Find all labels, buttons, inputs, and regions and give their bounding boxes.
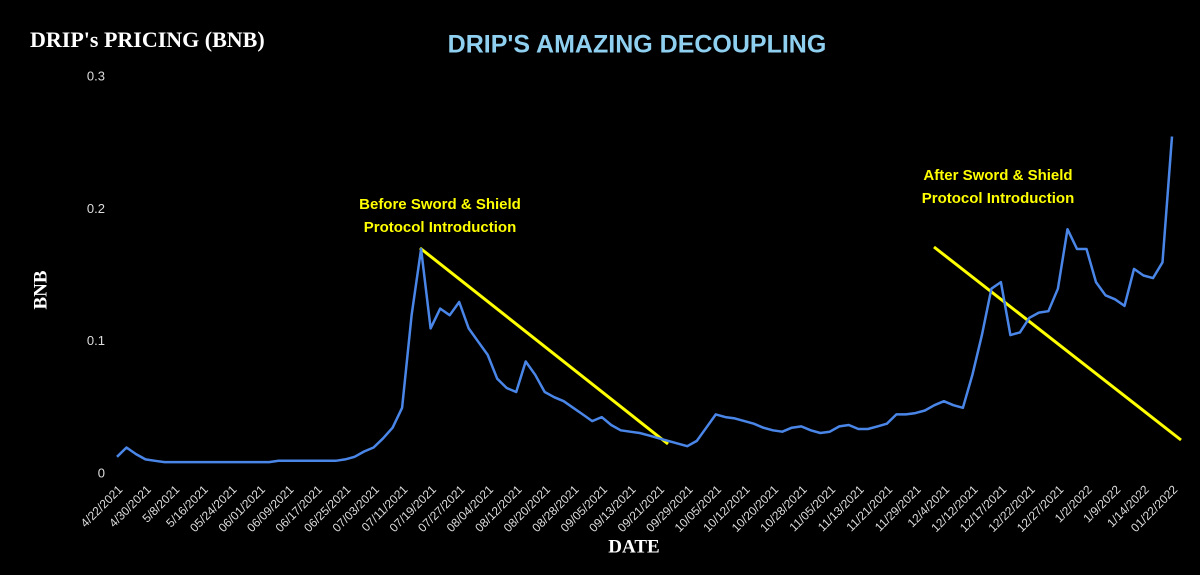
chart-title: DRIP'S AMAZING DECOUPLING: [448, 31, 827, 59]
y-tick-label: 0.2: [87, 201, 105, 216]
annotation: Protocol Introduction: [364, 219, 516, 236]
y-tick-label: 0: [98, 465, 105, 480]
x-axis-label: DATE: [608, 536, 659, 557]
y-tick-label: 0.3: [87, 68, 105, 83]
trend-line: [419, 246, 669, 446]
trend-line: [933, 245, 1182, 442]
chart-subtitle: DRIP's PRICING (BNB): [30, 27, 265, 52]
annotation: Before Sword & Shield: [359, 196, 521, 213]
price-line: [116, 136, 1174, 464]
y-tick-label: 0.1: [87, 333, 105, 348]
annotation: Protocol Introduction: [922, 190, 1074, 207]
y-axis-label: BNB: [30, 270, 51, 309]
annotation: After Sword & Shield: [923, 167, 1072, 184]
